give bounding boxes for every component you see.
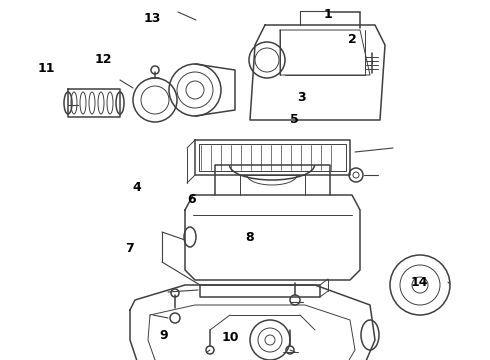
Text: 9: 9 [160,329,169,342]
Text: 8: 8 [245,231,254,244]
Text: 6: 6 [187,193,196,206]
Text: 1: 1 [324,8,333,21]
Text: 12: 12 [94,53,112,66]
Text: 14: 14 [410,276,428,289]
Text: 5: 5 [290,113,298,126]
Text: 4: 4 [133,181,142,194]
Text: 3: 3 [297,91,306,104]
Text: 10: 10 [221,331,239,344]
Text: 7: 7 [125,242,134,255]
Text: 2: 2 [348,33,357,46]
Text: 13: 13 [143,12,161,24]
Text: 11: 11 [38,62,55,75]
